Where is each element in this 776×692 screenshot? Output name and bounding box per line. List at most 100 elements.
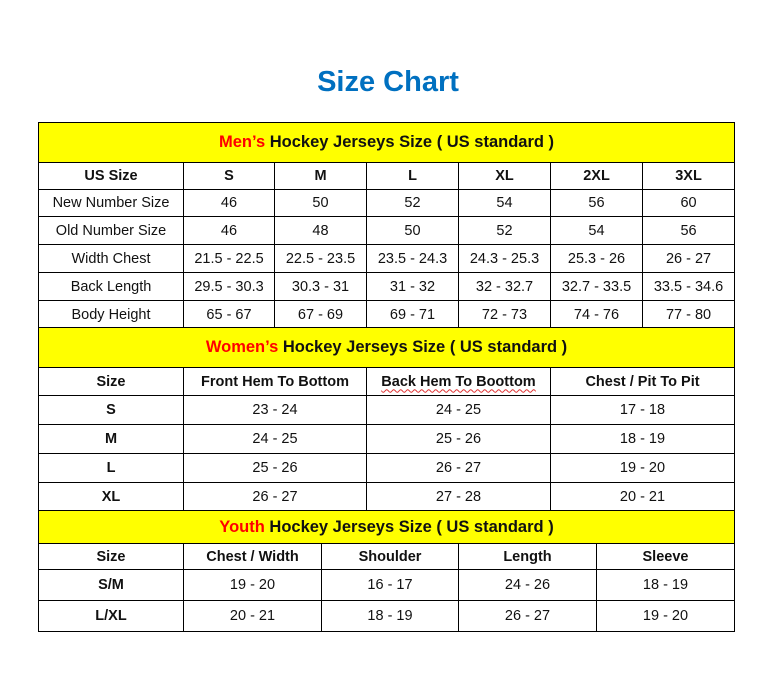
table-cell: 26 - 27 xyxy=(366,453,551,483)
table-cell: 52 xyxy=(458,216,551,245)
section-header: Men’s Hockey Jerseys Size ( US standard … xyxy=(37,122,736,163)
column-header: 2XL xyxy=(550,162,643,190)
column-header: S xyxy=(183,162,275,190)
section-header: Women’s Hockey Jerseys Size ( US standar… xyxy=(37,327,736,368)
column-header-label: Size xyxy=(96,548,126,565)
table-cell: 22.5 - 23.5 xyxy=(274,244,367,273)
table-cell: 69 - 71 xyxy=(366,300,459,329)
column-header: Size xyxy=(38,367,184,396)
column-header: Size xyxy=(38,543,184,570)
table-cell: 24 - 26 xyxy=(458,569,597,601)
row-label: XL xyxy=(38,482,184,512)
column-header-label: L xyxy=(408,168,417,184)
column-header: L xyxy=(366,162,459,190)
table-cell: 23.5 - 24.3 xyxy=(366,244,459,273)
table-cell: 56 xyxy=(550,189,643,217)
row-label: S/M xyxy=(38,569,184,601)
section-header-row: Youth Hockey Jerseys Size ( US standard … xyxy=(37,510,736,544)
table-cell: 52 xyxy=(366,189,459,217)
column-header-label: Chest / Pit To Pit xyxy=(585,373,700,390)
table-cell: 50 xyxy=(274,189,367,217)
table-cell: 26 - 27 xyxy=(641,244,736,273)
table-cell: 20 - 21 xyxy=(549,482,736,512)
table-row: M 24 - 25 25 - 26 18 - 19 xyxy=(38,424,736,454)
table-cell: 24 - 25 xyxy=(366,395,551,425)
table-cell: 26 - 27 xyxy=(183,482,367,512)
table-cell: 21.5 - 22.5 xyxy=(183,244,275,273)
table-row: S/M 19 - 20 16 - 17 24 - 26 18 - 19 xyxy=(38,569,736,601)
section-header-text: Hockey Jerseys Size ( US standard ) xyxy=(265,133,555,151)
section-header-row: Women’s Hockey Jerseys Size ( US standar… xyxy=(37,327,736,368)
table-cell: 31 - 32 xyxy=(366,272,459,301)
table-row: XL 26 - 27 27 - 28 20 - 21 xyxy=(38,482,736,512)
table-cell: 30.3 - 31 xyxy=(274,272,367,301)
table-cell: 54 xyxy=(550,216,643,245)
column-header-row: Size Chest / Width Shoulder Length Sleeve xyxy=(38,543,736,570)
column-header-label: S xyxy=(224,168,234,184)
table-row: S 23 - 24 24 - 25 17 - 18 xyxy=(38,395,736,425)
section-header-row: Men’s Hockey Jerseys Size ( US standard … xyxy=(37,122,736,163)
column-header: Length xyxy=(458,543,597,570)
column-header: Shoulder xyxy=(321,543,459,570)
column-header: US Size xyxy=(38,162,184,190)
column-header-label: Sleeve xyxy=(642,548,689,565)
column-header: Back Hem To Boottom xyxy=(366,367,551,396)
table-cell: 25 - 26 xyxy=(366,424,551,454)
column-header-label: M xyxy=(314,168,327,184)
table-cell: 74 - 76 xyxy=(550,300,643,329)
column-header-label: Front Hem To Bottom xyxy=(201,373,349,390)
row-label: Width Chest xyxy=(38,244,184,273)
table-cell: 65 - 67 xyxy=(183,300,275,329)
table-cell: 26 - 27 xyxy=(458,600,597,632)
column-header-label: Shoulder xyxy=(358,548,422,565)
section-header-text: Hockey Jerseys Size ( US standard ) xyxy=(264,517,554,536)
table-cell: 56 xyxy=(641,216,736,245)
table-cell: 19 - 20 xyxy=(595,600,736,632)
table-cell: 24 - 25 xyxy=(183,424,367,454)
row-label: M xyxy=(38,424,184,454)
column-header-label: 2XL xyxy=(583,168,610,184)
table-row: L/XL 20 - 21 18 - 19 26 - 27 19 - 20 xyxy=(38,600,736,632)
table-row: New Number Size 46 50 52 54 56 60 xyxy=(38,189,736,217)
table-cell: 46 xyxy=(183,216,275,245)
table-cell: 27 - 28 xyxy=(366,482,551,512)
table-row: Body Height 65 - 67 67 - 69 69 - 71 72 - 73 7… xyxy=(38,300,736,329)
column-header-label: US Size xyxy=(84,168,138,184)
table-cell: 25.3 - 26 xyxy=(550,244,643,273)
table-cell: 72 - 73 xyxy=(458,300,551,329)
row-label: L xyxy=(38,453,184,483)
column-header-label: Chest / Width xyxy=(206,548,299,565)
column-header: M xyxy=(274,162,367,190)
table-cell: 50 xyxy=(366,216,459,245)
column-header: Front Hem To Bottom xyxy=(183,367,367,396)
table-row: Back Length 29.5 - 30.3 30.3 - 31 31 - 32 32… xyxy=(38,272,736,301)
table-cell: 18 - 19 xyxy=(595,569,736,601)
table-cell: 23 - 24 xyxy=(183,395,367,425)
column-header: Chest / Pit To Pit xyxy=(549,367,736,396)
table-cell: 32.7 - 33.5 xyxy=(550,272,643,301)
table-row: Width Chest 21.5 - 22.5 22.5 - 23.5 23.5 - … xyxy=(38,244,736,273)
table-cell: 25 - 26 xyxy=(183,453,367,483)
column-header-label: Length xyxy=(503,548,552,565)
table-cell: 19 - 20 xyxy=(549,453,736,483)
womens-size-table: Women’s Hockey Jerseys Size ( US standar… xyxy=(37,327,736,512)
table-cell: 20 - 21 xyxy=(183,600,322,632)
column-header-row: US Size S M L XL 2XL 3XL xyxy=(38,162,736,190)
table-cell: 77 - 80 xyxy=(641,300,736,329)
table-cell: 54 xyxy=(458,189,551,217)
table-row: Old Number Size 46 48 50 52 54 56 xyxy=(38,216,736,245)
row-label: New Number Size xyxy=(38,189,184,217)
column-header: Sleeve xyxy=(595,543,736,570)
column-header: 3XL xyxy=(641,162,736,190)
table-cell: 29.5 - 30.3 xyxy=(183,272,275,301)
row-label: L/XL xyxy=(38,600,184,632)
row-label: Body Height xyxy=(38,300,184,329)
row-label: Old Number Size xyxy=(38,216,184,245)
section-header-audience: Youth xyxy=(219,517,265,536)
table-row: L 25 - 26 26 - 27 19 - 20 xyxy=(38,453,736,483)
table-cell: 46 xyxy=(183,189,275,217)
column-header-label: 3XL xyxy=(675,168,702,184)
table-cell: 18 - 19 xyxy=(321,600,459,632)
column-header: Chest / Width xyxy=(183,543,322,570)
row-label: S xyxy=(38,395,184,425)
